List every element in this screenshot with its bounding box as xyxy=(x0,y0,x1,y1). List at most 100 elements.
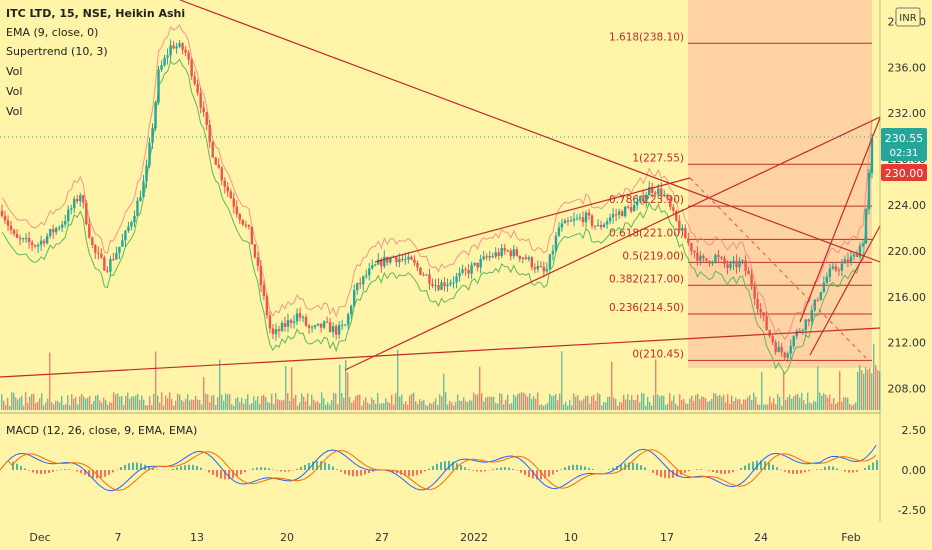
candle-body xyxy=(575,218,579,220)
time-axis[interactable] xyxy=(0,522,932,550)
volume-bar xyxy=(829,394,831,410)
volume-bar xyxy=(127,392,129,410)
volume-bar xyxy=(679,394,681,410)
candle-body xyxy=(39,240,43,245)
volume-bar xyxy=(465,401,467,410)
volume-bar xyxy=(623,394,625,410)
volume-bar xyxy=(689,398,691,410)
macd-bar xyxy=(460,465,462,470)
macd-bar xyxy=(700,469,702,470)
volume-bar xyxy=(843,397,845,410)
volume-bar xyxy=(833,398,835,410)
time-label: 10 xyxy=(564,531,578,544)
volume-bar xyxy=(575,396,577,410)
macd-bar xyxy=(792,470,794,474)
volume-bar xyxy=(771,402,773,410)
volume-bar xyxy=(659,396,661,410)
currency-badge[interactable] xyxy=(895,7,921,27)
volume-bar xyxy=(855,402,857,410)
indicator-vol-1[interactable]: Vol xyxy=(6,65,22,78)
candle-body xyxy=(635,201,639,205)
candle-body xyxy=(861,243,865,246)
volume-bar xyxy=(817,366,819,410)
volume-bar xyxy=(361,405,363,410)
candle-body xyxy=(732,260,735,264)
indicator-vol-2[interactable]: Vol xyxy=(6,85,22,98)
volume-bar xyxy=(473,392,475,410)
macd-bar xyxy=(308,462,310,470)
fib-label: 0.382(217.00) xyxy=(609,273,684,285)
volume-bar xyxy=(627,394,629,410)
candle-body xyxy=(629,207,633,212)
volume-bar xyxy=(661,395,663,410)
time-label: 17 xyxy=(660,531,674,544)
volume-bar xyxy=(735,397,737,410)
macd-bar xyxy=(560,469,562,470)
indicator-supertrend[interactable]: Supertrend (10, 3) xyxy=(6,45,108,58)
time-label: 7 xyxy=(115,531,122,544)
symbol-title[interactable]: ITC LTD, 15, NSE, Heikin Ashi xyxy=(6,7,185,20)
macd-bar xyxy=(152,468,154,470)
macd-bar xyxy=(44,470,46,474)
candle-body xyxy=(819,292,823,300)
volume-bar xyxy=(345,359,347,410)
macd-bar xyxy=(568,465,570,470)
macd-bar xyxy=(28,470,30,471)
indicator-ema[interactable]: EMA (9, close, 0) xyxy=(6,26,98,39)
macd-bar xyxy=(516,470,518,471)
candle-body xyxy=(729,263,732,269)
volume-bar xyxy=(769,396,771,410)
candle-body xyxy=(61,224,64,228)
volume-bar xyxy=(421,401,423,410)
macd-bar xyxy=(184,465,186,470)
candle-body xyxy=(88,224,91,238)
candle-body xyxy=(133,215,136,223)
candle-body xyxy=(175,46,178,49)
candle-body xyxy=(792,336,795,347)
volume-bar xyxy=(651,405,653,410)
volume-bar xyxy=(525,394,527,410)
volume-bar xyxy=(89,395,91,410)
price-scale[interactable] xyxy=(880,0,932,522)
macd-bar xyxy=(232,470,234,479)
candle-body xyxy=(262,285,266,297)
candle-body xyxy=(48,229,52,236)
volume-bar xyxy=(471,400,473,410)
candle-body xyxy=(331,326,335,333)
trendline xyxy=(0,327,881,378)
volume-bar xyxy=(395,393,397,410)
macd-bar xyxy=(808,470,810,472)
volume-bar xyxy=(315,401,317,410)
macd-bar xyxy=(16,463,18,470)
candle-body xyxy=(855,254,859,257)
time-label: 24 xyxy=(754,531,768,544)
macd-bar xyxy=(716,470,718,474)
volume-bar xyxy=(85,398,87,410)
volume-bar xyxy=(773,398,775,410)
candle-body xyxy=(632,204,636,212)
candle-body xyxy=(292,321,296,323)
volume-bar xyxy=(669,393,671,410)
volume-bar xyxy=(677,405,679,410)
volume-bar xyxy=(611,361,613,410)
volume-bar xyxy=(221,394,223,410)
volume-bar xyxy=(655,359,657,410)
macd-label[interactable]: MACD (12, 26, close, 9, EMA, EMA) xyxy=(6,424,197,437)
candle-body xyxy=(834,266,838,271)
candle-body xyxy=(241,219,245,225)
candle-body xyxy=(599,224,603,228)
indicator-vol-3[interactable]: Vol xyxy=(6,105,22,118)
fib-zone xyxy=(688,0,872,368)
volume-bar xyxy=(719,394,721,410)
candle-body xyxy=(762,312,765,317)
macd-bar xyxy=(436,463,438,470)
candle-body xyxy=(205,112,208,125)
macd-bar xyxy=(740,468,742,470)
volume-bar xyxy=(873,343,875,410)
candle-body xyxy=(307,325,311,328)
macd-bar xyxy=(468,469,470,470)
macd-bar xyxy=(464,467,466,470)
candle-body xyxy=(187,52,190,60)
volume-bar xyxy=(161,392,163,410)
